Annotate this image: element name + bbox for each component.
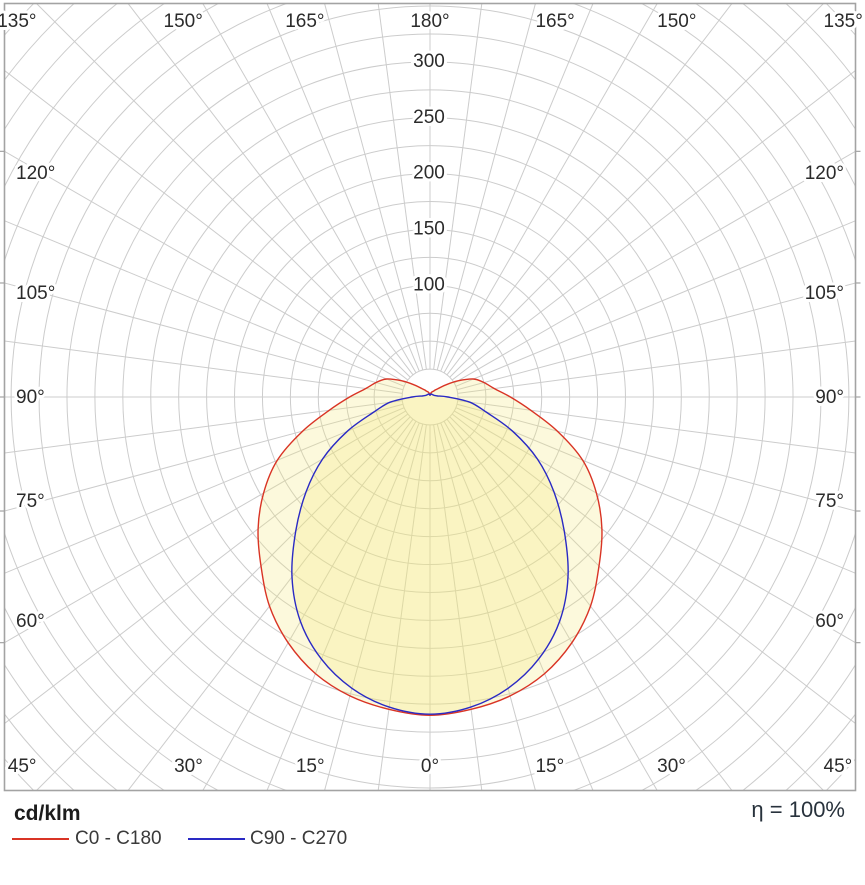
grid-spoke xyxy=(266,3,420,372)
grid-spoke xyxy=(4,407,405,574)
angle-label-bottom: 45° xyxy=(8,756,37,777)
grid-spoke xyxy=(202,420,417,791)
polar-chart-svg: 135° 135° 150° 150° 165° 165° 180° 0° 15° 15° 30° 3… xyxy=(0,2,865,792)
angle-label-right: 90° xyxy=(815,387,844,408)
grid-spoke xyxy=(35,416,411,791)
grid-spoke xyxy=(449,3,825,378)
angle-label-left: 75° xyxy=(16,491,45,512)
axis-labels: 135° 135° 150° 150° 165° 165° 180° 0° 15° 15° 30° 3… xyxy=(0,8,865,780)
grid-spoke xyxy=(4,282,404,391)
angle-label-left: 120° xyxy=(16,163,55,184)
angle-label-left: 105° xyxy=(16,283,55,304)
angle-label-bottom: 0° xyxy=(421,756,439,777)
curve-c0-c180 xyxy=(257,378,603,716)
grid-spoke xyxy=(440,3,594,372)
grid-spoke xyxy=(4,69,409,381)
legend-line-c90-c270 xyxy=(188,838,245,840)
curve-c90-c270 xyxy=(291,393,569,715)
grid-spoke xyxy=(456,403,856,512)
grid-spoke xyxy=(457,400,856,454)
grid-spoke xyxy=(4,403,404,512)
angle-label-bottom: 15° xyxy=(535,756,564,777)
grid-spoke xyxy=(377,424,427,791)
grid-spoke xyxy=(324,423,424,791)
efficiency-label: η = 100% xyxy=(751,797,845,822)
angle-label-top: 150° xyxy=(164,11,203,32)
grid-spoke xyxy=(440,422,594,791)
grid-spoke xyxy=(4,150,407,384)
radial-tick-label: 100 xyxy=(413,274,445,295)
angle-label-bottom: 45° xyxy=(824,756,853,777)
grid-spoke xyxy=(4,400,403,454)
grid-spoke xyxy=(449,416,825,791)
angle-label-top: 180° xyxy=(410,11,449,32)
grid-spoke xyxy=(456,282,856,391)
angle-label-bottom: 30° xyxy=(657,756,686,777)
grid-spoke xyxy=(451,413,856,725)
grid-spoke xyxy=(436,3,536,371)
grid-spoke xyxy=(455,220,856,387)
angle-label-top: 150° xyxy=(657,11,696,32)
angle-label-right: 105° xyxy=(805,283,844,304)
angle-label-bottom: 15° xyxy=(296,756,325,777)
radial-tick-label: 250 xyxy=(413,107,445,128)
grid-spoke xyxy=(127,3,414,376)
angle-label-right: 60° xyxy=(815,611,844,632)
grid-spoke xyxy=(457,340,856,394)
grid-spoke xyxy=(4,413,409,725)
grid-spoke xyxy=(4,410,407,644)
series-group xyxy=(257,378,603,716)
legend-label-c0-c180: C0 - C180 xyxy=(75,828,162,849)
grid-spoke xyxy=(446,418,733,791)
grid-spoke xyxy=(433,3,483,370)
grid-spoke xyxy=(127,418,414,791)
legend: C0 - C180 C90 - C270 xyxy=(0,828,865,850)
grid-spoke xyxy=(455,407,856,574)
grid-spoke xyxy=(446,3,733,376)
angle-label-top: 135° xyxy=(824,11,863,32)
grid-spoke xyxy=(202,3,417,374)
grid-spoke xyxy=(4,340,403,394)
grid-spoke xyxy=(443,3,658,374)
angle-label-left: 60° xyxy=(16,611,45,632)
grid-spoke xyxy=(324,3,424,371)
angle-label-bottom: 30° xyxy=(174,756,203,777)
grid-spoke xyxy=(266,422,420,791)
grid-spoke xyxy=(436,423,536,791)
radial-tick-label: 200 xyxy=(413,163,445,184)
grid-spoke xyxy=(35,3,411,378)
angle-label-top: 165° xyxy=(535,11,574,32)
angle-label-right: 120° xyxy=(805,163,844,184)
grid-spoke xyxy=(451,69,856,381)
grid-spoke xyxy=(4,220,405,387)
grid-spoke xyxy=(453,410,856,644)
grid-spoke xyxy=(377,3,427,370)
angle-label-right: 75° xyxy=(815,491,844,512)
plot-border xyxy=(3,2,857,792)
angle-label-top: 165° xyxy=(285,11,324,32)
polar-grid xyxy=(4,3,856,791)
radial-tick-label: 150 xyxy=(413,218,445,239)
grid-spoke xyxy=(453,150,856,384)
angle-label-top: 135° xyxy=(0,11,37,32)
angle-label-left: 90° xyxy=(16,387,45,408)
grid-spoke xyxy=(433,424,483,791)
grid-spoke xyxy=(443,420,658,791)
border-ticks xyxy=(0,150,861,644)
radial-tick-label: 300 xyxy=(413,51,445,72)
legend-line-c0-c180 xyxy=(12,838,69,840)
unit-label: cd/klm xyxy=(14,802,81,825)
legend-label-c90-c270: C90 - C270 xyxy=(250,828,348,849)
